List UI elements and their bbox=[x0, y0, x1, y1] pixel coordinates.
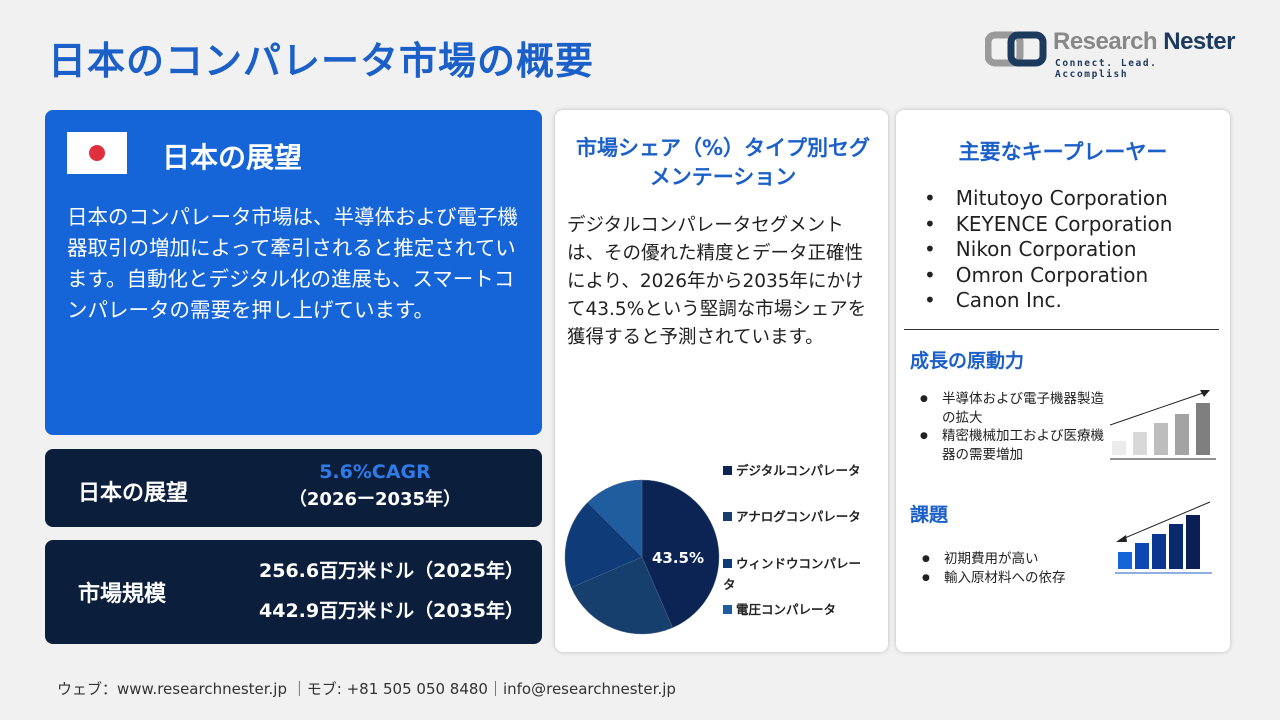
legend-label: デジタルコンパレータ bbox=[736, 463, 861, 478]
market-size-2025: 256.6百万米ドル（2025年） bbox=[259, 560, 524, 582]
list-item: Mitutoyo Corporation bbox=[924, 186, 1172, 212]
players-card: 主要なキープレーヤー Mitutoyo Corporation KEYENCE … bbox=[896, 110, 1230, 652]
players-heading: 主要なキープレーヤー bbox=[958, 140, 1168, 164]
segment-text: デジタルコンパレータセグメントは、その優れた精度とデータ正確性により、2026年… bbox=[567, 215, 867, 348]
growth-chart-icon bbox=[1110, 390, 1216, 460]
logo-tagline: Connect. Lead. Accomplish bbox=[1055, 58, 1158, 80]
logo-name2: Nester bbox=[1163, 28, 1235, 55]
logo-name1: Research bbox=[1053, 28, 1158, 55]
pie-slice-1 bbox=[571, 556, 673, 635]
list-item: Canon Inc. bbox=[924, 288, 1172, 314]
legend-swatch bbox=[723, 512, 732, 521]
list-item: 半導体および電子機器製造の拡大 bbox=[920, 390, 1110, 427]
cagr-period: （2026ー2035年） bbox=[288, 489, 462, 510]
pie-slice-0 bbox=[641, 479, 720, 628]
legend-label: ウィンドウコンパレータ bbox=[723, 556, 862, 592]
japan-flag-icon bbox=[67, 132, 127, 174]
pie-data-label: 43.5% bbox=[652, 549, 704, 567]
drivers-list: 半導体および電子機器製造の拡大 精密機械加工および医療機器の需要増加 bbox=[920, 390, 1110, 464]
list-item: 初期費用が高い bbox=[922, 550, 1066, 569]
legend-item-2: ウィンドウコンパレータ bbox=[723, 553, 873, 595]
cagr-card: 日本の展望 5.6%CAGR （2026ー2035年） bbox=[45, 449, 542, 527]
outlook-text: 日本のコンパレータ市場は、半導体および電子機器取引の増加によって牽引されると推定… bbox=[67, 205, 518, 322]
cagr-label: 日本の展望 bbox=[78, 481, 189, 506]
footer-contact: ウェブ：www.researchnester.jp ｜モブ: +81 505 0… bbox=[57, 680, 676, 698]
legend-item-3: 電圧コンパレータ bbox=[723, 599, 883, 620]
list-item: Nikon Corporation bbox=[924, 237, 1172, 263]
segment-card: 市場シェア（%）タイプ別セグメンテーション デジタルコンパレータセグメントは、そ… bbox=[555, 110, 888, 652]
market-size-label: 市場規模 bbox=[78, 582, 167, 607]
list-item: KEYENCE Corporation bbox=[924, 212, 1173, 238]
page-title: 日本のコンパレータ市場の概要 bbox=[48, 39, 595, 83]
logo: Research Nester Connect. Lead. Accomplis… bbox=[985, 28, 1235, 80]
legend-swatch bbox=[723, 605, 732, 614]
outlook-card: 日本の展望 日本のコンパレータ市場は、半導体および電子機器取引の増加によって牽引… bbox=[45, 110, 542, 435]
list-item: 精密機械加工および医療機器の需要増加 bbox=[920, 427, 1110, 464]
legend-label: アナログコンパレータ bbox=[736, 509, 861, 524]
pie-chart: 43.5% bbox=[564, 479, 720, 635]
market-size-2035: 442.9百万米ドル（2035年） bbox=[259, 600, 524, 622]
challenges-list: 初期費用が高い 輸入原材料への依存 bbox=[922, 550, 1066, 587]
list-item: 輸入原材料への依存 bbox=[922, 569, 1066, 588]
segment-heading: 市場シェア（%）タイプ別セグメンテーション bbox=[575, 136, 871, 189]
legend-item-0: デジタルコンパレータ bbox=[723, 460, 883, 481]
challenge-chart-icon bbox=[1115, 501, 1212, 574]
list-item: Omron Corporation bbox=[924, 263, 1172, 289]
logo-icon bbox=[985, 31, 1047, 67]
pie-slice-3 bbox=[587, 479, 643, 558]
challenges-heading: 課題 bbox=[910, 504, 949, 526]
divider bbox=[904, 329, 1219, 330]
pie-slice-2 bbox=[564, 502, 643, 588]
outlook-heading: 日本の展望 bbox=[162, 141, 303, 174]
legend-swatch bbox=[723, 466, 732, 475]
drivers-heading: 成長の原動力 bbox=[910, 350, 1025, 372]
legend-swatch bbox=[723, 559, 732, 568]
market-size-card: 市場規模 256.6百万米ドル（2025年） 442.9百万米ドル（2035年） bbox=[45, 540, 542, 644]
legend-label: 電圧コンパレータ bbox=[736, 602, 837, 617]
legend-item-1: アナログコンパレータ bbox=[723, 506, 883, 527]
cagr-value: 5.6%CAGR bbox=[319, 461, 431, 483]
players-list: Mitutoyo Corporation KEYENCE Corporation… bbox=[924, 186, 1173, 314]
